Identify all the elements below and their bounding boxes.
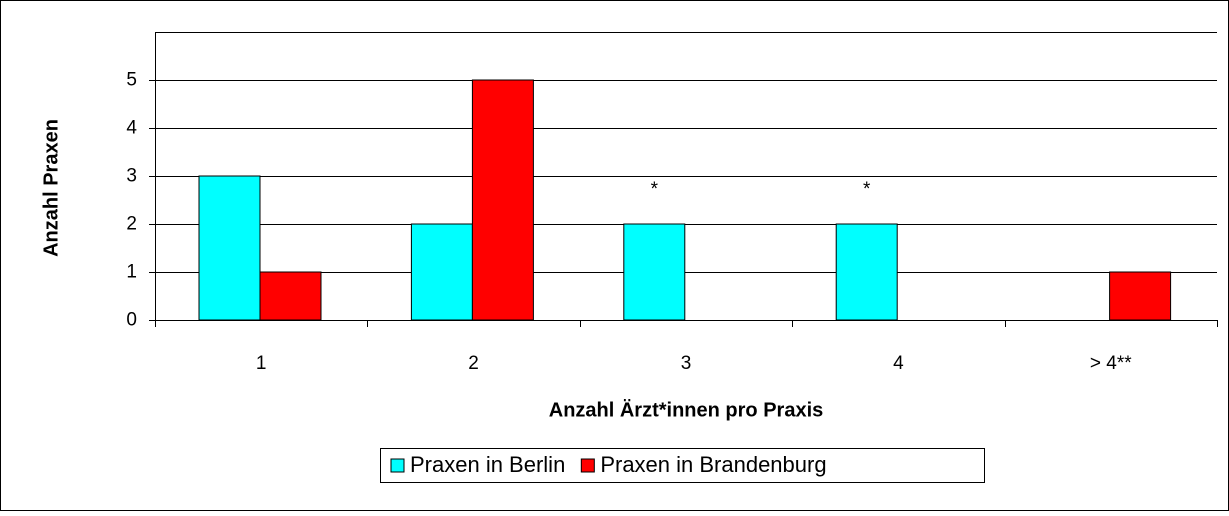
annotation: *: [863, 179, 871, 200]
bar: [259, 271, 322, 321]
legend-swatch: [580, 458, 595, 473]
legend-label: Praxen in Brandenburg: [600, 452, 826, 477]
bar: [410, 223, 473, 321]
legend-box: [380, 448, 985, 483]
y-tick-label: 4: [126, 118, 137, 139]
x-tick-label: 2: [468, 353, 479, 374]
y-tick-label: 1: [126, 262, 137, 283]
y-tick-label: 3: [126, 166, 137, 187]
x-tick-label: 4: [893, 353, 904, 374]
bar: [623, 223, 686, 321]
x-tick-label: 3: [681, 353, 692, 374]
legend-swatch: [390, 458, 405, 473]
y-tick-label: 2: [126, 214, 137, 235]
x-tick-label: 1: [256, 353, 267, 374]
x-tick-label: > 4**: [1090, 353, 1132, 374]
bar: [471, 79, 534, 321]
bar: [1109, 271, 1172, 321]
y-tick-label: 5: [126, 70, 137, 91]
y-axis-label: Anzahl Praxen: [40, 119, 62, 257]
bar: [835, 223, 898, 321]
bar: [198, 175, 261, 321]
y-tick-label: 0: [126, 310, 137, 331]
legend-label: Praxen in Berlin: [410, 452, 565, 477]
annotation: *: [651, 179, 659, 200]
x-axis-label: Anzahl Ärzt*innen pro Praxis: [549, 398, 824, 421]
